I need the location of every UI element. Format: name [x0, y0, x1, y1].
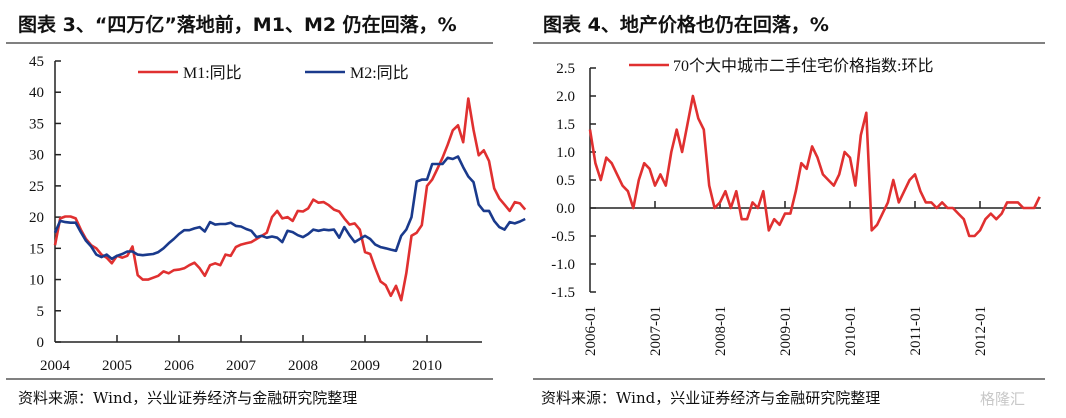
y-tick-label: -1.0: [551, 257, 575, 273]
x-tick-label: 2006: [164, 358, 195, 374]
x-tick-label: 2008-01: [713, 306, 729, 356]
series-line-m2: [53, 155, 526, 261]
y-tick-label: 0.5: [556, 173, 575, 189]
x-tick-label: 2010-01: [843, 306, 859, 356]
y-tick-label: 15: [29, 241, 44, 257]
y-tick-label: 5: [37, 304, 45, 320]
chart-title: 图表 3、“四万亿”落地前，M1、M2 仍在回落，%: [18, 14, 457, 36]
y-tick-label: 2.5: [556, 61, 575, 77]
x-tick-label: 2007-01: [648, 306, 664, 356]
x-tick-label: 2012-01: [973, 306, 989, 356]
y-tick-label: 35: [29, 116, 44, 132]
y-tick-label: 2.0: [556, 89, 575, 105]
source-divider: [6, 378, 493, 380]
title-divider: [6, 42, 493, 44]
x-tick-label: 2008: [288, 358, 318, 374]
y-tick-label: 30: [29, 148, 44, 164]
housing-price-line-chart: -1.5 -1.0 -0.5 0.0 0.5 1.0 1.5 2.0 2.5 2006-01 200…: [551, 57, 1041, 356]
series-line-m1: [53, 97, 527, 302]
m1-m2-line-chart: 0 5 10 15 20 25 30 35 40 45 2004 2005 2006 2007 2008 20…: [29, 54, 527, 374]
y-tick-label: 1.5: [556, 117, 575, 133]
x-tick-label: 2005: [102, 358, 132, 374]
y-tick-label: 0.0: [556, 201, 575, 217]
x-tick-label: 2010: [412, 358, 442, 374]
y-tick-label: 0: [37, 335, 45, 351]
source-note: 资料来源：Wind，兴业证券经济与金融研究院整理: [18, 389, 358, 407]
y-tick-label: 40: [29, 85, 44, 101]
watermark-logo: 格隆汇: [980, 390, 1026, 408]
y-tick-label: 45: [29, 54, 44, 70]
x-tick-label: 2007: [226, 358, 257, 374]
x-tick-label: 2009-01: [778, 306, 794, 356]
y-tick-label: 1.0: [556, 145, 575, 161]
chart-title: 图表 4、地产价格也仍在回落，%: [543, 14, 829, 36]
x-tick-label: 2011-01: [908, 306, 924, 355]
y-tick-label: -1.5: [551, 285, 575, 301]
title-divider: [533, 42, 1045, 44]
x-tick-label: 2006-01: [583, 306, 599, 356]
x-tick-label: 2009: [350, 358, 380, 374]
x-tick-label: 2004: [40, 358, 71, 374]
source-note: 资料来源：Wind，兴业证券经济与金融研究院整理: [541, 389, 881, 407]
chart-panel-housing-price: 图表 4、地产价格也仍在回落，% -1.5 -1.0 -0.5 0.0 0.5 1.0 1.…: [533, 0, 1066, 418]
y-tick-label: 20: [29, 210, 44, 226]
chart-panel-m1-m2: 图表 3、“四万亿”落地前，M1、M2 仍在回落，% 0 5 10 15 20 25 30 3…: [6, 14, 527, 407]
y-tick-label: 25: [29, 179, 44, 195]
legend-label: 70个大中城市二手住宅价格指数:环比: [673, 57, 933, 75]
legend-label: M2:同比: [350, 64, 409, 82]
legend-label: M1:同比: [183, 64, 242, 82]
y-tick-label: -0.5: [551, 229, 575, 245]
y-tick-label: 10: [29, 273, 44, 289]
series-line-housing-price: [588, 94, 1041, 238]
source-divider: [533, 378, 1045, 380]
